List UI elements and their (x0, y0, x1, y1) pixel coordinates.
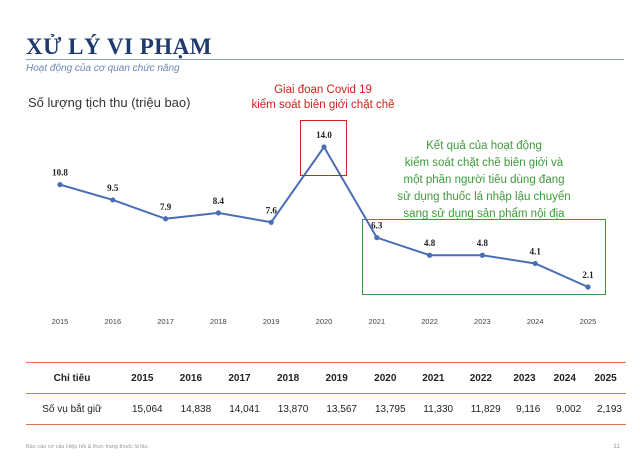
table-header-year: 2015 (118, 362, 167, 394)
table-cell: 2,193 (585, 393, 626, 425)
x-tick-label: 2019 (263, 317, 280, 326)
result-annotation-line-2: kiểm soát chặt chẽ biên giới và (404, 157, 564, 169)
data-point (321, 144, 327, 150)
seizure-table: Chỉ tiêu 2015 2016 2017 2018 2019 2020 2… (26, 362, 626, 425)
table-cell: 9,002 (544, 393, 586, 425)
data-point (479, 252, 485, 258)
result-annotation-line-4: sử dụng thuốc lá nhập lậu chuyển (397, 191, 571, 203)
table-cell: 11,330 (409, 393, 458, 425)
result-highlight-box (362, 219, 606, 295)
table-header-year: 2021 (409, 362, 458, 394)
covid-highlight-box (300, 120, 347, 176)
table-cell: 14,838 (166, 393, 216, 425)
page-number: 11 (613, 443, 620, 450)
x-tick-label: 2016 (104, 317, 121, 326)
result-annotation-line-1: Kết quả của hoạt động (426, 140, 542, 152)
chart-label: Số lượng tịch thu (triệu bao) (28, 95, 191, 110)
line-chart: 10.8 9.5 7.9 8.4 7.6 14.0 6.3 4.8 4.8 4.1 2.1 2015… (52, 130, 597, 326)
x-tick-label: 2015 (52, 317, 69, 326)
data-label: 9.5 (107, 183, 119, 193)
data-point (427, 252, 433, 258)
result-annotation-line-3: một phần người tiêu dùng đang (403, 174, 565, 186)
x-tick-label: 2017 (157, 317, 174, 326)
covid-annotation-line-1: Giai đoạn Covid 19 (274, 84, 372, 96)
result-annotation: Kết quả của hoạt động kiểm soát chặt chẽ… (372, 138, 596, 223)
table-cell: 14,041 (215, 393, 264, 425)
data-label: 14.0 (316, 130, 332, 140)
table-header-year: 2017 (215, 362, 264, 394)
table-header-year: 2020 (360, 362, 410, 394)
x-tick-label: 2020 (316, 317, 333, 326)
table-header-year: 2023 (504, 362, 545, 394)
table-header-year: 2019 (312, 362, 361, 394)
x-tick-label: 2022 (421, 317, 438, 326)
x-tick-label: 2021 (368, 317, 385, 326)
x-tick-label: 2025 (580, 317, 597, 326)
table-cell: 9,116 (504, 393, 545, 425)
data-point (163, 216, 169, 222)
x-tick-label: 2018 (210, 317, 227, 326)
table-cell: 13,795 (360, 393, 410, 425)
x-tick-label: 2024 (527, 317, 544, 326)
table-cell: 11,829 (457, 393, 505, 425)
data-point (585, 284, 591, 290)
covid-annotation: Giai đoạn Covid 19 kiểm soát biên giới c… (238, 83, 408, 113)
table-header-label: Chỉ tiêu (26, 362, 118, 394)
table-cell: 13,567 (312, 393, 361, 425)
data-point (215, 210, 221, 216)
data-label: 4.8 (477, 238, 489, 248)
table-row: Số vụ bắt giữ 15,064 14,838 14,041 13,87… (26, 393, 626, 425)
data-label: 4.8 (424, 238, 436, 248)
title-divider (26, 59, 624, 60)
table-row-label: Số vụ bắt giữ (26, 393, 118, 425)
page-title: XỬ LÝ VI PHẠM (26, 34, 213, 59)
page-subtitle: Hoạt động của cơ quan chức năng (26, 63, 180, 74)
covid-annotation-line-2: kiểm soát biên giới chặt chẽ (251, 99, 395, 111)
data-point (374, 234, 380, 241)
data-label: 8.4 (213, 196, 225, 206)
data-label: 7.6 (266, 205, 278, 215)
data-label: 2.1 (582, 270, 594, 280)
table-header-row: Chỉ tiêu 2015 2016 2017 2018 2019 2020 2… (26, 362, 626, 394)
x-tick-label: 2023 (474, 317, 491, 326)
result-annotation-line-5: sang sử dụng sản phẩm nội địa (403, 208, 565, 220)
table-cell: 15,064 (118, 393, 167, 425)
data-label: 4.1 (530, 246, 542, 256)
data-label: 7.9 (160, 202, 172, 212)
data-label: 10.8 (52, 168, 68, 178)
table-header-year: 2022 (457, 362, 505, 394)
data-label: 6.3 (371, 221, 383, 231)
data-point (57, 182, 63, 188)
table-header-year: 2018 (263, 362, 313, 394)
footer-text: Báo cáo cơ cấu Hiệp hội & thực trạng thu… (26, 444, 148, 450)
data-point (110, 197, 116, 203)
table-header-year: 2024 (544, 362, 586, 394)
data-point (268, 219, 274, 225)
table-header-year: 2025 (585, 362, 626, 394)
table-cell: 13,870 (263, 393, 313, 425)
data-point (532, 260, 538, 267)
table-header-year: 2016 (166, 362, 216, 394)
